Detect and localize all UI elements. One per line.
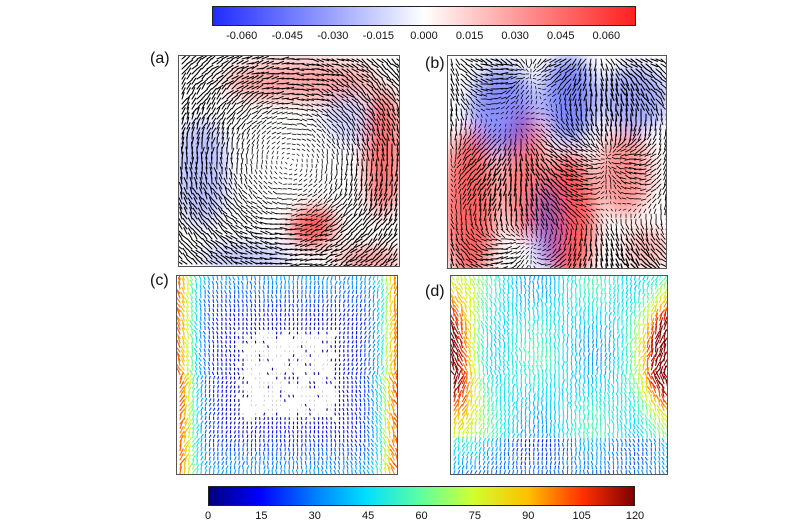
colorbar-tick-label: 30 bbox=[308, 510, 321, 522]
colorbar-top bbox=[212, 6, 636, 26]
colorbar-tick-label: 15 bbox=[255, 510, 268, 522]
colorbar-tick-label: -0.045 bbox=[271, 30, 303, 42]
colorbar-tick-label: 0.045 bbox=[546, 30, 575, 42]
panel-label-a: (a) bbox=[150, 50, 170, 67]
colorbar-tick-label: -0.015 bbox=[362, 30, 395, 42]
colorbar-tick-label: 0.060 bbox=[592, 30, 621, 42]
panel-c-speed-field bbox=[176, 275, 398, 475]
panel-a-vorticity-field bbox=[178, 55, 400, 267]
panel-a-velocity-arrows bbox=[179, 56, 399, 266]
panel-b-velocity-arrows bbox=[450, 58, 666, 268]
panel-label-d: (d) bbox=[425, 283, 445, 300]
colorbar-tick-label: 60 bbox=[415, 510, 428, 522]
colorbar-tick-label: 0.000 bbox=[410, 30, 438, 42]
colorbar-tick-label: 0.015 bbox=[455, 30, 484, 42]
panel-d-speed-vectors bbox=[451, 276, 667, 474]
colorbar-tick-label: 105 bbox=[572, 510, 591, 522]
panel-label-c: (c) bbox=[150, 272, 169, 289]
panel-b-vorticity-blobs bbox=[448, 56, 666, 268]
panel-d-speed-field bbox=[450, 275, 668, 475]
panel-c-speed-vectors bbox=[177, 276, 397, 474]
colorbar-tick-label: 90 bbox=[522, 510, 535, 522]
colorbar-tick-label: 45 bbox=[362, 510, 375, 522]
colorbar-tick-label: 120 bbox=[625, 510, 645, 522]
panel-label-b: (b) bbox=[425, 55, 445, 72]
colorbar-tick-label: 75 bbox=[468, 510, 481, 522]
colorbar-tick-label: 0.030 bbox=[501, 30, 529, 42]
colorbar-tick-label: -0.060 bbox=[226, 30, 258, 42]
colorbar-tick-label: 0 bbox=[204, 510, 212, 522]
panel-b-vorticity-field bbox=[447, 55, 667, 269]
colorbar-bottom bbox=[208, 486, 635, 506]
colorbar-tick-label: -0.030 bbox=[317, 30, 349, 42]
